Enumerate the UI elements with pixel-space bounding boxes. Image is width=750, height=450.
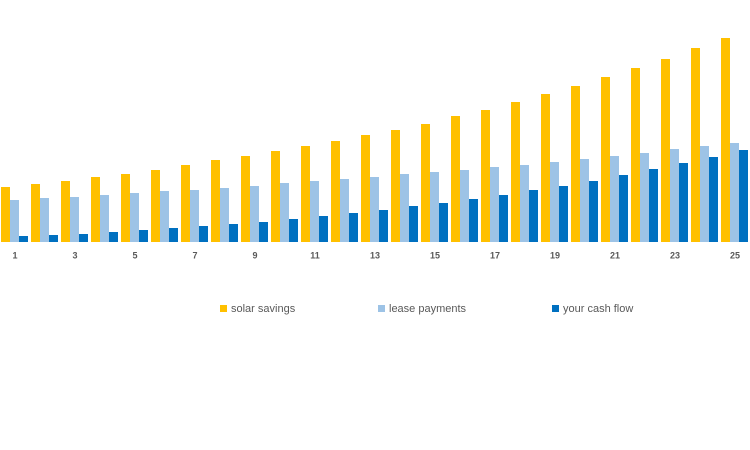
bar	[160, 191, 169, 242]
bar	[631, 68, 640, 242]
bar	[70, 197, 79, 242]
bar	[700, 146, 709, 242]
x-tick-label: 11	[310, 250, 320, 260]
bar	[301, 146, 310, 242]
bar	[469, 199, 478, 242]
bar	[661, 59, 670, 242]
legend-label: lease payments	[389, 303, 467, 315]
bar	[439, 203, 448, 242]
bar	[121, 174, 130, 242]
legend-label: solar savings	[231, 303, 296, 315]
bar	[589, 181, 598, 242]
bar	[541, 94, 550, 242]
bar	[151, 170, 160, 242]
bar	[460, 170, 469, 242]
bar	[229, 224, 238, 242]
bar	[331, 141, 340, 242]
legend-swatch	[552, 305, 559, 312]
bar	[481, 110, 490, 242]
x-tick-label: 3	[72, 250, 77, 260]
bar	[250, 186, 259, 242]
bar	[31, 184, 40, 242]
legend-label: your cash flow	[563, 303, 633, 315]
bar	[319, 216, 328, 242]
bar	[280, 183, 289, 242]
bar	[739, 150, 748, 242]
x-tick-label: 1	[12, 250, 17, 260]
x-tick-label: 15	[430, 250, 440, 260]
bar	[61, 181, 70, 242]
x-tick-label: 17	[490, 250, 500, 260]
bar	[409, 206, 418, 242]
bar	[10, 200, 19, 242]
bar	[640, 153, 649, 242]
bar	[1, 187, 10, 242]
bar	[391, 130, 400, 242]
bar	[349, 213, 358, 242]
bar	[220, 188, 229, 242]
bar	[400, 174, 409, 242]
bar	[241, 156, 250, 242]
bar	[430, 172, 439, 242]
bar	[130, 193, 139, 242]
bar	[271, 151, 280, 242]
bar	[511, 102, 520, 242]
bar	[619, 175, 628, 242]
x-tick-label: 7	[192, 250, 197, 260]
bar	[520, 165, 529, 242]
bar	[649, 169, 658, 242]
x-tick-label: 23	[670, 250, 680, 260]
bar	[490, 167, 499, 242]
bar	[421, 124, 430, 242]
bar	[40, 198, 49, 242]
bar	[169, 228, 178, 242]
bar	[199, 226, 208, 242]
bar	[721, 38, 730, 242]
x-tick-label: 13	[370, 250, 380, 260]
legend-swatch	[220, 305, 227, 312]
bar	[670, 149, 679, 242]
bar	[571, 86, 580, 242]
bar	[310, 181, 319, 242]
bar	[709, 157, 718, 242]
bar	[601, 77, 610, 242]
bar	[109, 232, 118, 242]
bar	[259, 222, 268, 242]
bar	[679, 163, 688, 242]
bar	[49, 235, 58, 242]
bar	[370, 177, 379, 242]
bar	[340, 179, 349, 242]
legend-swatch	[378, 305, 385, 312]
bar	[379, 210, 388, 242]
bar	[610, 156, 619, 242]
x-tick-label: 5	[132, 250, 137, 260]
bar	[529, 190, 538, 242]
bar	[361, 135, 370, 242]
bar	[559, 186, 568, 242]
bar	[181, 165, 190, 242]
bar	[451, 116, 460, 242]
bar	[499, 195, 508, 242]
bar	[190, 190, 199, 242]
bar	[100, 195, 109, 242]
bar	[91, 177, 100, 242]
bar	[730, 143, 739, 242]
bar	[19, 236, 28, 242]
bar	[211, 160, 220, 242]
bar	[79, 234, 88, 242]
bar	[289, 219, 298, 242]
bar	[550, 162, 559, 242]
x-tick-label: 25	[730, 250, 740, 260]
x-tick-label: 9	[252, 250, 257, 260]
bar	[580, 159, 589, 242]
x-tick-label: 21	[610, 250, 620, 260]
bar	[691, 48, 700, 242]
bar	[139, 230, 148, 242]
x-tick-label: 19	[550, 250, 560, 260]
